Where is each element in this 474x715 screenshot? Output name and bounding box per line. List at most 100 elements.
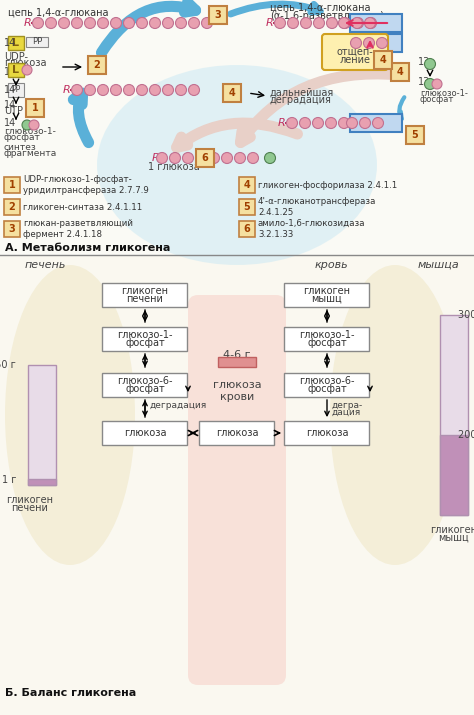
Text: ление: ление (339, 55, 371, 65)
Text: глюкозо-1-: глюкозо-1- (117, 330, 173, 340)
Circle shape (124, 17, 135, 29)
Circle shape (33, 17, 44, 29)
Circle shape (98, 84, 109, 96)
Text: печень: печень (25, 260, 66, 270)
Text: R: R (152, 153, 160, 163)
FancyBboxPatch shape (28, 479, 56, 485)
FancyBboxPatch shape (26, 37, 48, 47)
Circle shape (338, 17, 349, 29)
Text: R: R (278, 118, 286, 128)
Text: гликоген: гликоген (430, 525, 474, 535)
Text: синтез: синтез (4, 142, 37, 152)
Text: фосфат: фосфат (125, 384, 165, 394)
Circle shape (359, 117, 371, 129)
Text: глюкозо-6-: глюкозо-6- (117, 376, 173, 386)
Circle shape (365, 17, 376, 29)
Text: 14: 14 (4, 67, 16, 77)
Text: 5: 5 (411, 130, 419, 140)
Circle shape (376, 37, 388, 49)
FancyBboxPatch shape (8, 83, 24, 97)
Text: цепь 1,4-α-глюкана: цепь 1,4-α-глюкана (270, 3, 371, 13)
Circle shape (46, 17, 56, 29)
Circle shape (189, 84, 200, 96)
Text: (α-1,6-разветвленная): (α-1,6-разветвленная) (270, 11, 384, 21)
Circle shape (58, 17, 70, 29)
FancyBboxPatch shape (209, 6, 227, 24)
FancyBboxPatch shape (322, 34, 388, 70)
Circle shape (163, 84, 173, 96)
Circle shape (84, 17, 95, 29)
Text: 4: 4 (397, 67, 403, 77)
Circle shape (425, 59, 436, 69)
Text: гликоген-фосфорилаза 2.4.1.1: гликоген-фосфорилаза 2.4.1.1 (258, 180, 397, 189)
Text: деградация: деградация (150, 400, 207, 410)
FancyBboxPatch shape (391, 63, 409, 81)
Circle shape (84, 84, 95, 96)
Circle shape (346, 117, 357, 129)
Text: 14: 14 (4, 85, 16, 95)
Circle shape (373, 117, 383, 129)
FancyBboxPatch shape (200, 421, 274, 445)
Text: фосфат: фосфат (125, 338, 165, 348)
FancyBboxPatch shape (4, 177, 20, 193)
FancyBboxPatch shape (26, 99, 44, 117)
Circle shape (286, 117, 298, 129)
Text: 4'-α-глюканотрансфераза
2.4.1.25: 4'-α-глюканотрансфераза 2.4.1.25 (258, 197, 376, 217)
Text: 1 глюкоза: 1 глюкоза (148, 162, 200, 172)
Ellipse shape (97, 65, 377, 265)
Text: глюкоза: глюкоза (213, 380, 261, 390)
Text: мышц: мышц (438, 533, 469, 543)
Circle shape (98, 17, 109, 29)
FancyBboxPatch shape (284, 327, 370, 351)
Text: L: L (12, 65, 19, 75)
Text: 200 г: 200 г (458, 430, 474, 440)
Text: дация: дация (332, 408, 361, 417)
FancyBboxPatch shape (4, 221, 20, 237)
Circle shape (137, 84, 147, 96)
Text: 14: 14 (4, 118, 16, 128)
Text: 4: 4 (228, 88, 236, 98)
Text: кровь: кровь (315, 260, 348, 270)
Text: 3: 3 (215, 10, 221, 20)
FancyBboxPatch shape (0, 0, 474, 280)
Circle shape (201, 17, 212, 29)
Circle shape (163, 17, 173, 29)
Text: крови: крови (220, 392, 254, 402)
Text: L: L (12, 38, 19, 48)
Text: 5: 5 (244, 202, 250, 212)
Circle shape (338, 117, 349, 129)
Circle shape (264, 152, 275, 164)
Text: глюкоза: глюкоза (4, 58, 46, 68)
Text: мышца: мышца (418, 260, 460, 270)
FancyBboxPatch shape (218, 357, 256, 367)
FancyBboxPatch shape (8, 36, 24, 50)
Circle shape (124, 84, 135, 96)
Circle shape (182, 152, 193, 164)
Text: фосфат: фосфат (4, 134, 41, 142)
Circle shape (209, 152, 219, 164)
Text: гликоген-синтаза 2.4.1.11: гликоген-синтаза 2.4.1.11 (23, 202, 142, 212)
FancyBboxPatch shape (88, 56, 106, 74)
Text: фрагмента: фрагмента (4, 149, 57, 157)
Circle shape (247, 152, 258, 164)
Circle shape (156, 152, 167, 164)
Circle shape (300, 117, 310, 129)
Circle shape (352, 17, 363, 29)
Circle shape (22, 120, 32, 130)
Text: глюкозо-1-: глюкозо-1- (420, 89, 468, 97)
FancyBboxPatch shape (406, 126, 424, 144)
Text: UTP: UTP (4, 106, 23, 116)
Circle shape (288, 17, 299, 29)
Circle shape (137, 17, 147, 29)
Circle shape (29, 120, 39, 130)
Circle shape (313, 17, 325, 29)
Circle shape (350, 37, 362, 49)
Text: гликоген: гликоген (303, 286, 350, 296)
Text: P: P (25, 122, 29, 128)
Text: UDP-: UDP- (4, 52, 28, 62)
Text: цепь 1,4-α-глюкана: цепь 1,4-α-глюкана (8, 8, 109, 18)
Circle shape (301, 17, 311, 29)
Circle shape (110, 17, 121, 29)
Text: отщеп-: отщеп- (337, 47, 374, 57)
Text: 13: 13 (418, 57, 430, 67)
